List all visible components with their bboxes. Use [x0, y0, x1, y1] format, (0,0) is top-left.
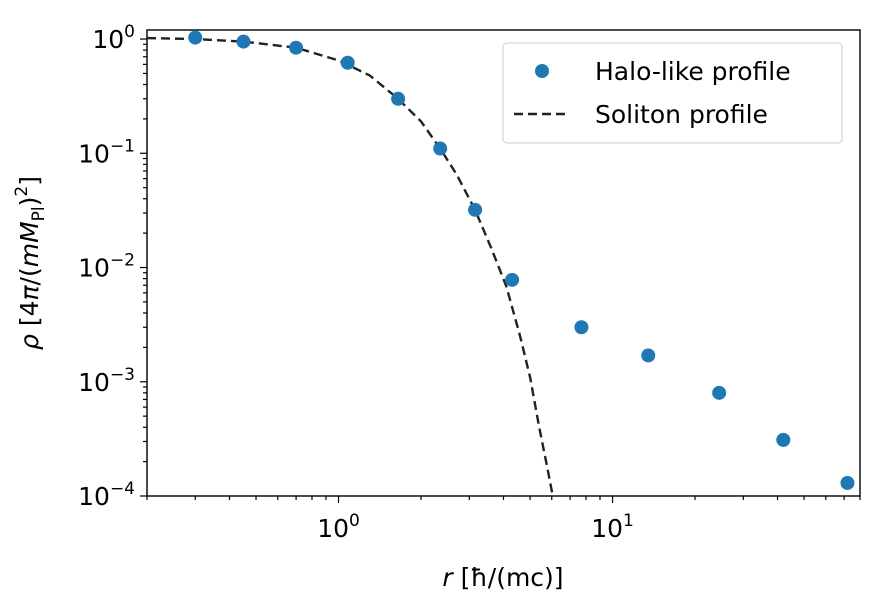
- halo-data-point-3: [340, 55, 355, 70]
- halo-data-point-12: [840, 475, 855, 490]
- halo-data-point-11: [776, 432, 791, 447]
- x-axis-label: r [ħ/(mc)]: [442, 563, 563, 592]
- y-axis-label: ρ [4π/(mMPl)2]: [12, 176, 49, 350]
- halo-data-point-9: [641, 348, 656, 363]
- soliton-profile-line: [147, 36, 554, 496]
- halo-data-point-4: [391, 91, 406, 106]
- halo-data-point-10: [712, 385, 727, 400]
- x-tick-label-0: 100: [317, 511, 360, 543]
- y-tick-label-1: 10−1: [78, 136, 135, 168]
- halo-data-point-8: [574, 320, 589, 335]
- x-axis-ticks: 100 101: [146, 496, 861, 543]
- legend: Halo-like profile Soliton profile: [502, 42, 843, 144]
- halo-data-point-0: [188, 30, 203, 45]
- halo-data-point-7: [505, 272, 520, 287]
- halo-data-point-6: [468, 202, 483, 217]
- y-tick-label-3: 10−3: [78, 365, 135, 397]
- y-tick-label-0: 100: [92, 22, 135, 54]
- y-tick-label-2: 10−2: [78, 251, 135, 283]
- legend-halo-marker: [535, 64, 549, 78]
- halo-data-point-5: [433, 141, 448, 156]
- halo-data-point-2: [289, 40, 304, 55]
- x-tick-label-1: 101: [591, 511, 634, 543]
- legend-label-halo: Halo-like profile: [595, 57, 791, 86]
- y-axis-ticks: 100 10−1 10−2 10−3 10−4: [78, 22, 147, 511]
- y-tick-label-4: 10−4: [78, 479, 135, 511]
- legend-box: [502, 42, 843, 144]
- plot-area: [147, 30, 855, 496]
- halo-data-point-1: [236, 34, 251, 49]
- legend-label-soliton: Soliton profile: [595, 100, 768, 129]
